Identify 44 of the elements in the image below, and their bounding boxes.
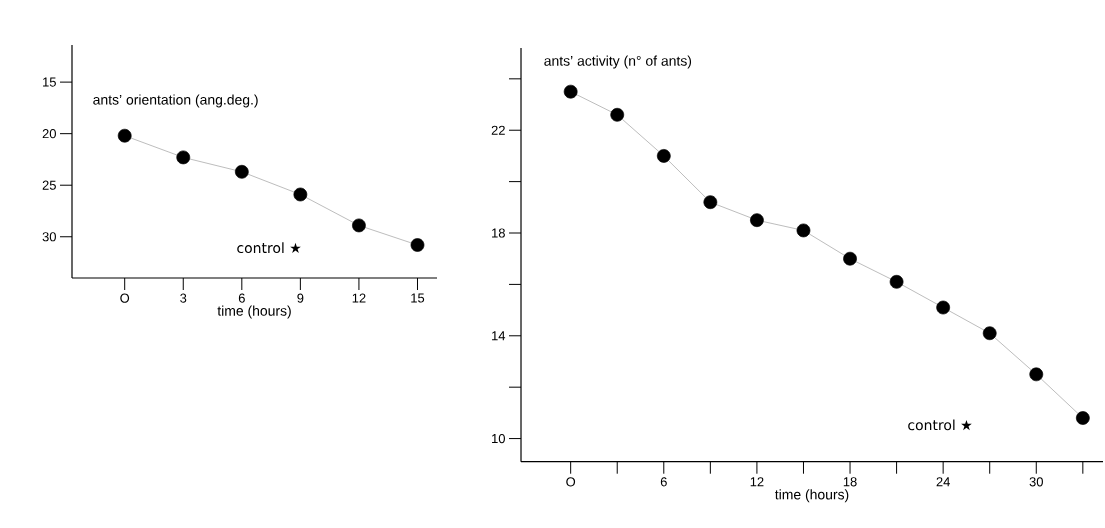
point — [1075, 411, 1090, 425]
x-tick-label: 15 — [411, 293, 425, 303]
point — [982, 326, 997, 341]
point — [234, 164, 249, 179]
x-tick-label: 3 — [180, 293, 187, 303]
y-tick-label: 14 — [492, 331, 506, 341]
x-tick-label: 12 — [750, 477, 764, 487]
x-tick-label: O — [120, 293, 130, 303]
annotation: control ★ — [908, 419, 972, 431]
point — [117, 128, 132, 143]
point — [410, 238, 425, 252]
y-tick-label: 18 — [492, 228, 505, 238]
point — [889, 274, 904, 289]
x-axis-title: time (hours) — [217, 305, 291, 319]
y-tick-label: 10 — [492, 433, 505, 444]
point — [293, 187, 308, 202]
x-axis-title: time (hours) — [775, 489, 849, 503]
point — [563, 84, 578, 99]
x-tick-label: 24 — [936, 477, 950, 487]
point — [843, 251, 857, 266]
y-tick-label: 20 — [42, 129, 56, 139]
x-tick-label: 12 — [352, 293, 366, 303]
y-axis-title: ants’ activity (n° of ants) — [544, 55, 692, 69]
point — [610, 107, 625, 122]
point — [703, 195, 718, 210]
point — [750, 213, 764, 228]
point — [1029, 367, 1044, 382]
point — [176, 150, 191, 165]
point — [656, 149, 671, 163]
y-tick-label: 30 — [42, 232, 56, 242]
point — [352, 218, 366, 233]
y-tick-label: 22 — [491, 125, 505, 135]
x-tick-label: 18 — [843, 477, 857, 487]
x-tick-label: 30 — [1029, 477, 1043, 487]
x-tick-label: 6 — [660, 477, 667, 487]
annotation: control ★ — [237, 242, 301, 254]
y-tick-label: 25 — [42, 180, 56, 190]
point — [936, 300, 951, 315]
x-tick-label: 9 — [297, 293, 304, 303]
y-tick-label: 15 — [43, 77, 56, 87]
point — [796, 223, 811, 238]
x-tick-label: 6 — [238, 293, 245, 303]
y-axis-title: ants’ orientation (ang.deg.) — [93, 94, 258, 108]
x-tick-label: O — [566, 477, 576, 487]
